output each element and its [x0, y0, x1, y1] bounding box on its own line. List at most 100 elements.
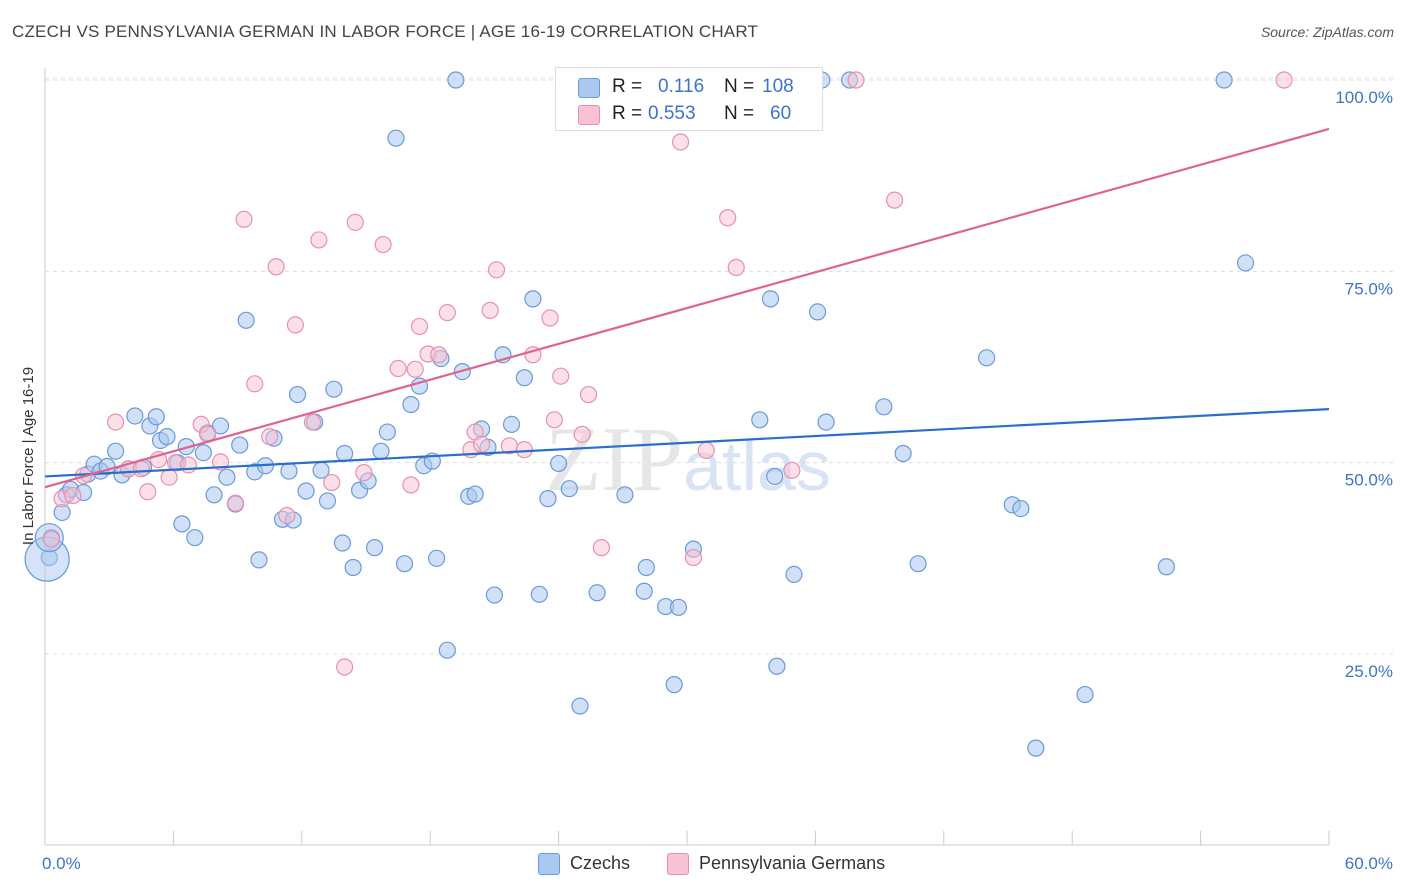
czech-point: [766, 467, 784, 486]
pa-german-point: [481, 301, 499, 319]
czech-point: [344, 558, 362, 577]
n-label: N =: [724, 76, 755, 97]
czech-point: [447, 71, 465, 89]
pa-german-point: [323, 473, 341, 492]
x-tick-min: 0.0%: [42, 854, 81, 873]
czech-point: [751, 411, 769, 429]
pa-german-point: [402, 476, 420, 494]
czech-point: [485, 586, 503, 604]
y-tick-label: 75.0%: [1345, 279, 1393, 298]
czech-point: [549, 454, 568, 473]
czech-point: [318, 492, 337, 510]
pa-german-point: [885, 191, 904, 209]
x-tick-max: 60.0%: [1345, 854, 1393, 873]
czech-point: [785, 565, 803, 584]
pa-german-point: [246, 375, 264, 393]
czech-point: [637, 558, 655, 577]
pa-germans-swatch: [578, 105, 600, 125]
legend-item-czechs: Czechs: [538, 850, 658, 878]
pa-german-point: [261, 428, 279, 446]
trend-lines: [44, 127, 1330, 489]
pa-german-point: [552, 367, 570, 385]
czech-point: [288, 385, 307, 404]
czech-point: [894, 444, 912, 463]
n-label: N =: [724, 103, 755, 124]
chart-title: CZECH VS PENNSYLVANIA GERMAN IN LABOR FO…: [12, 22, 759, 41]
czech-point: [817, 413, 835, 431]
pa-german-point: [1275, 71, 1293, 89]
czech-point: [107, 442, 125, 460]
pa-germans-swatch: [667, 853, 689, 875]
czech-point: [539, 490, 557, 508]
czech-point: [768, 657, 786, 675]
pa-german-point: [211, 453, 230, 471]
y-tick-label: 25.0%: [1345, 662, 1393, 681]
czech-point: [665, 676, 683, 694]
pa-german-point: [684, 548, 703, 567]
pa-germans-trend-line: [44, 127, 1330, 489]
y-tick-label: 50.0%: [1345, 471, 1393, 490]
stats-legend: R = 0.116 N = 108 R = 0.553 N = 60: [555, 67, 823, 131]
czech-point: [560, 480, 578, 498]
pa-german-point: [438, 304, 456, 322]
czech-point: [616, 486, 634, 504]
czech-point: [808, 303, 827, 321]
pa-german-point: [719, 209, 737, 227]
czech-point: [524, 290, 542, 308]
pa-german-point: [346, 213, 364, 231]
n-value: 108: [762, 76, 794, 97]
r-value: 0.553: [648, 103, 696, 124]
legend-item-pa-germans: Pennsylvania Germans: [667, 850, 927, 878]
pa-german-point: [267, 258, 285, 276]
pa-german-point: [286, 316, 304, 334]
pa-german-point: [515, 441, 533, 459]
pa-german-point: [179, 456, 197, 474]
pa-german-point: [107, 413, 125, 431]
czech-point: [336, 444, 354, 463]
czech-point: [438, 641, 456, 659]
axes: [44, 68, 1330, 846]
y-tick-labels: 25.0% 50.0% 75.0% 100.0%: [1335, 88, 1393, 681]
czech-point: [378, 423, 396, 441]
pa-german-point: [545, 411, 563, 429]
y-tick-label: 100.0%: [1335, 88, 1393, 107]
pa-german-point: [579, 385, 598, 404]
czech-point: [297, 482, 315, 500]
czech-point: [1157, 558, 1175, 576]
czech-point: [428, 549, 446, 567]
czech-point: [395, 555, 414, 573]
pa-german-point: [472, 435, 491, 453]
pa-german-point: [430, 346, 448, 364]
czech-point: [571, 697, 589, 715]
pa-german-point: [355, 464, 373, 482]
pa-german-point: [132, 460, 150, 478]
czech-point: [280, 462, 298, 480]
n-value: 60: [770, 103, 792, 124]
czech-point: [147, 408, 165, 426]
czech-point: [231, 436, 249, 454]
watermark: ZIPatlas: [545, 408, 831, 510]
pa-german-point: [139, 483, 157, 501]
czech-point: [1076, 685, 1094, 704]
czech-point: [333, 534, 352, 552]
czech-point: [218, 468, 236, 486]
pa-german-point: [727, 258, 745, 277]
pa-german-point: [783, 461, 801, 479]
czech-point: [515, 369, 533, 387]
czech-point: [1012, 499, 1030, 518]
pa-german-point: [278, 506, 296, 525]
czech-point: [387, 129, 405, 147]
czech-point: [761, 290, 780, 308]
pa-german-point: [42, 530, 61, 548]
czech-point: [186, 529, 204, 547]
czech-point: [205, 486, 223, 504]
czech-point: [466, 485, 484, 503]
czech-point: [126, 407, 144, 425]
pa-german-point: [389, 359, 407, 378]
pa-german-point: [374, 235, 392, 254]
czech-point: [237, 311, 255, 329]
czechs-label: Czechs: [570, 853, 631, 873]
czech-point: [1027, 739, 1045, 757]
pa-german-point: [336, 658, 354, 676]
pa-german-point: [226, 494, 245, 512]
